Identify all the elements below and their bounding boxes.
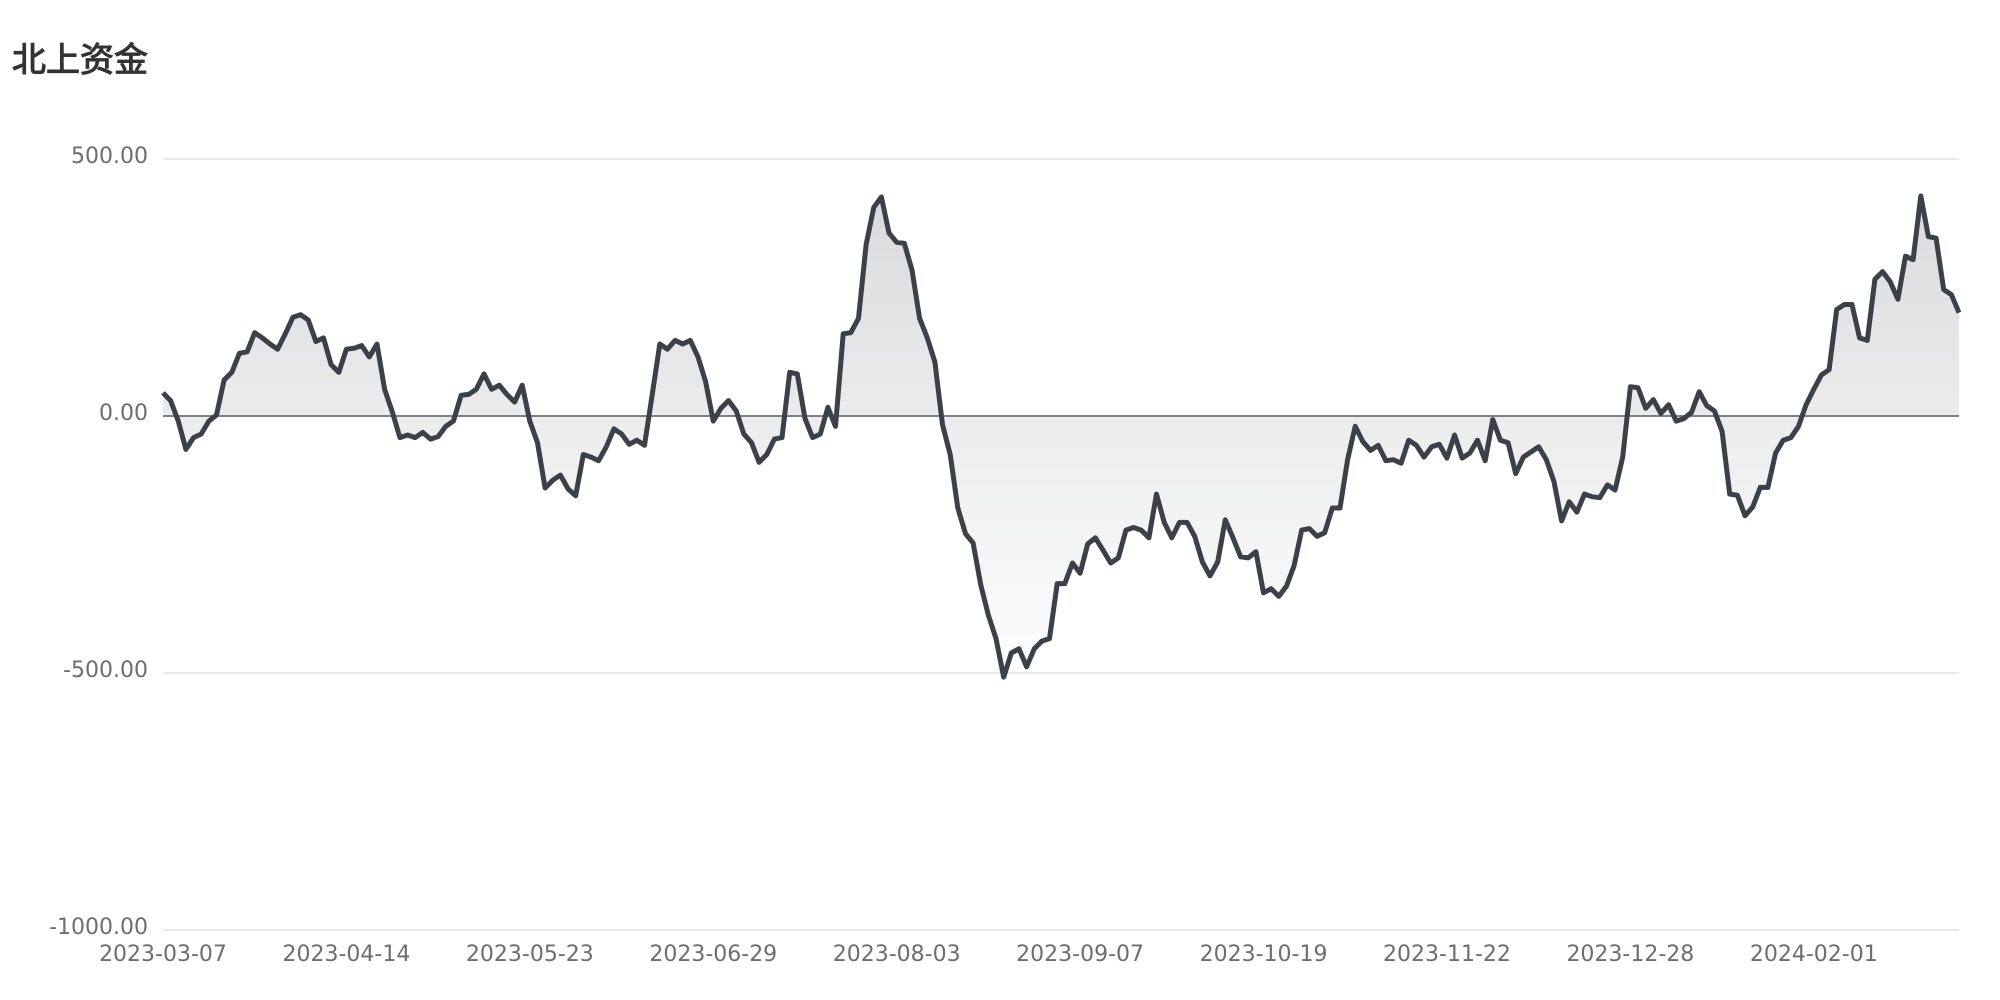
y-tick-label: 0.00 xyxy=(99,401,148,426)
x-tick-label: 2024-02-01 xyxy=(1750,942,1878,967)
x-tick-label: 2023-06-29 xyxy=(649,942,777,967)
y-tick-label: -500.00 xyxy=(63,658,148,683)
x-tick-label: 2023-12-28 xyxy=(1566,942,1694,967)
y-tick-label: -1000.00 xyxy=(49,915,148,940)
area xyxy=(163,196,1959,678)
line xyxy=(161,193,1962,680)
x-tick-label: 2023-09-07 xyxy=(1016,942,1144,967)
x-tick-label: 2023-04-14 xyxy=(282,942,410,967)
x-tick-label: 2023-05-23 xyxy=(466,942,594,967)
x-tick-label: 2023-08-03 xyxy=(833,942,961,967)
x-tick-label: 2023-10-19 xyxy=(1200,942,1328,967)
chart-title: 北上资金 xyxy=(12,41,149,81)
y-tick-label: 500.00 xyxy=(71,144,148,169)
x-tick-label: 2023-11-22 xyxy=(1383,942,1511,967)
x-tick-label: 2023-03-07 xyxy=(99,942,227,967)
